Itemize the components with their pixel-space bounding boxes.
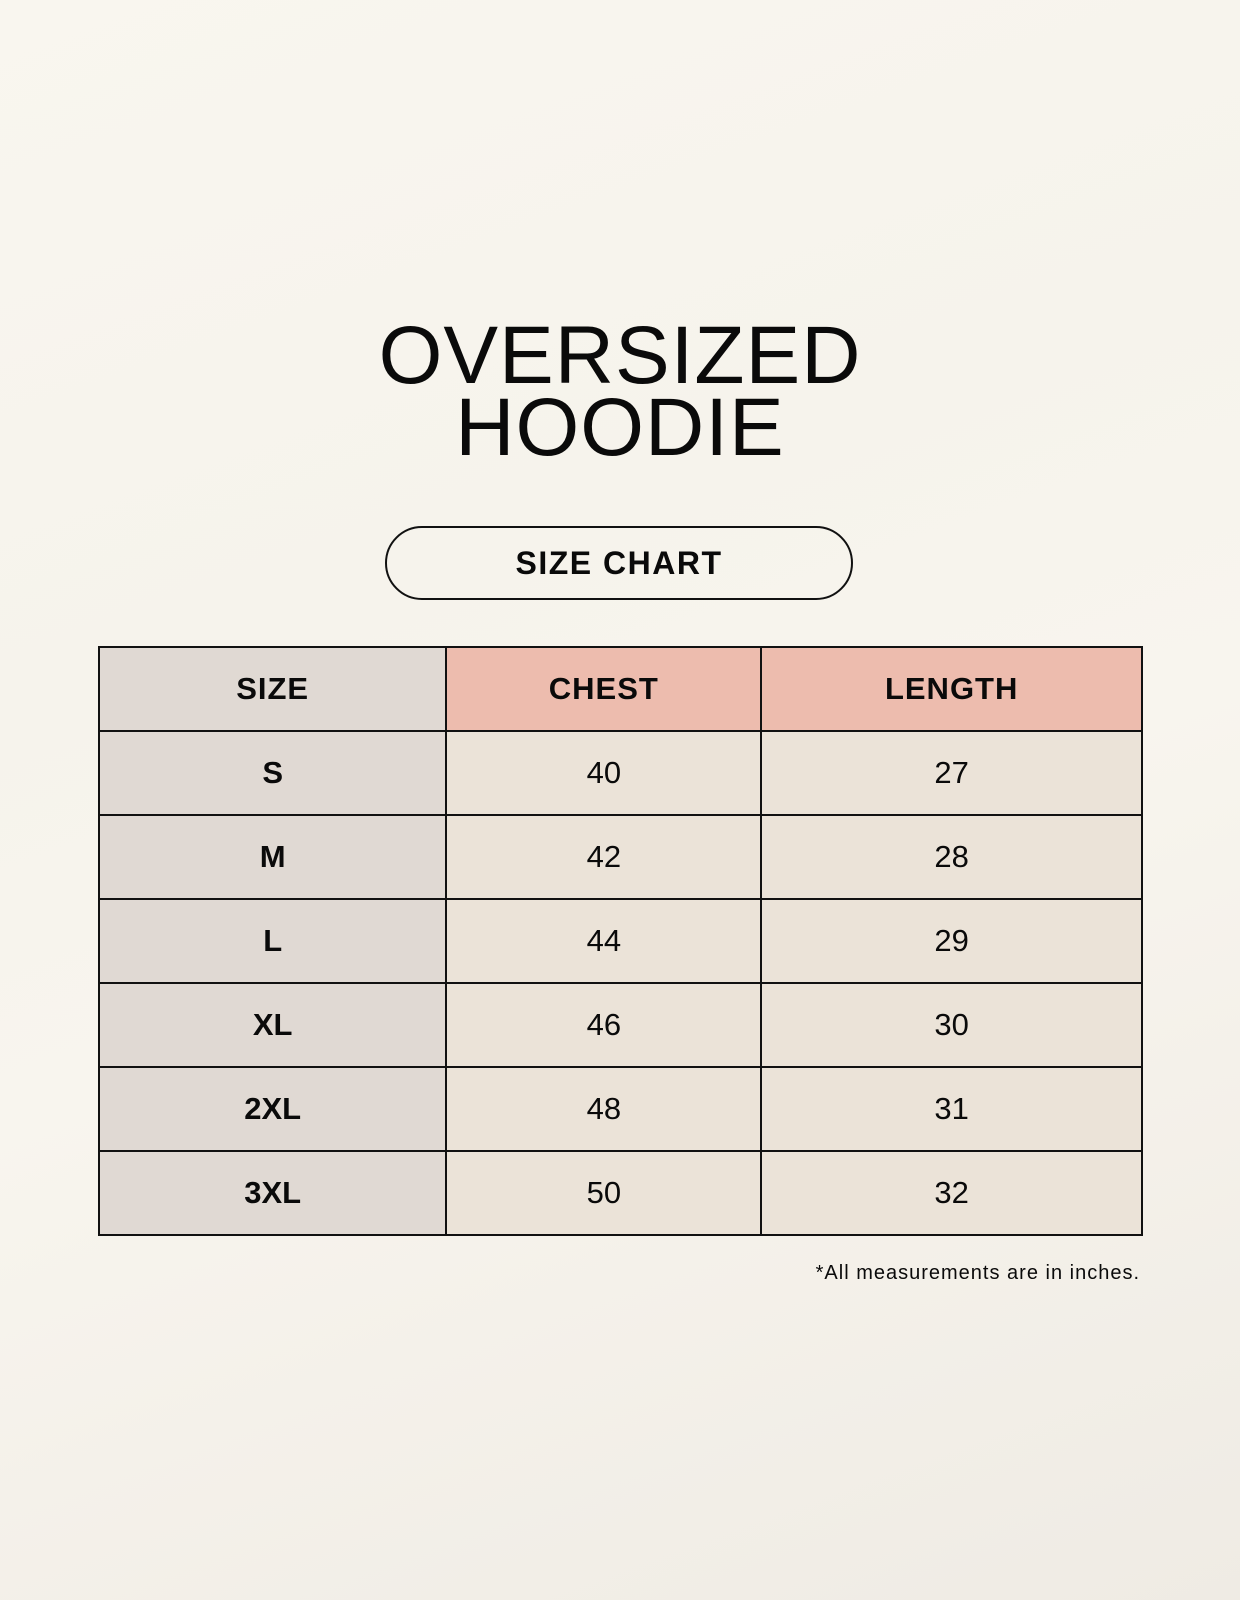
table-row: S 40 27: [97, 730, 1143, 816]
cell-chest: 46: [445, 982, 763, 1068]
cell-chest: 42: [445, 814, 763, 900]
table-header-row: SIZE CHEST LENGTH: [97, 646, 1143, 732]
table-row: XL 46 30: [97, 982, 1143, 1068]
title-line-1: OVERSIZED: [378, 310, 862, 401]
size-chart-label: SIZE CHART: [385, 526, 853, 600]
cell-length: 27: [760, 730, 1143, 816]
cell-size: M: [97, 814, 448, 900]
cell-length: 28: [760, 814, 1143, 900]
header-length: LENGTH: [760, 646, 1143, 732]
header-size: SIZE: [97, 646, 448, 732]
cell-chest: 50: [445, 1150, 763, 1236]
cell-length: 30: [760, 982, 1143, 1068]
cell-size: 2XL: [97, 1066, 448, 1152]
cell-chest: 40: [445, 730, 763, 816]
cell-length: 29: [760, 898, 1143, 984]
cell-size: L: [97, 898, 448, 984]
cell-size: 3XL: [97, 1150, 448, 1236]
cell-size: S: [97, 730, 448, 816]
table-row: M 42 28: [97, 814, 1143, 900]
cell-size: XL: [97, 982, 448, 1068]
cell-length: 31: [760, 1066, 1143, 1152]
table-row: 3XL 50 32: [97, 1150, 1143, 1236]
table-row: L 44 29: [97, 898, 1143, 984]
title-line-2: HOODIE: [455, 382, 785, 473]
cell-length: 32: [760, 1150, 1143, 1236]
page-title: OVERSIZED HOODIE: [0, 310, 1240, 473]
cell-chest: 48: [445, 1066, 763, 1152]
size-table: SIZE CHEST LENGTH S 40 27 M 42 28 L 44 29 XL 46 30 2…: [97, 646, 1143, 1236]
footnote: *All measurements are in inches.: [815, 1262, 1140, 1284]
cell-chest: 44: [445, 898, 763, 984]
header-chest: CHEST: [445, 646, 763, 732]
table-row: 2XL 48 31: [97, 1066, 1143, 1152]
